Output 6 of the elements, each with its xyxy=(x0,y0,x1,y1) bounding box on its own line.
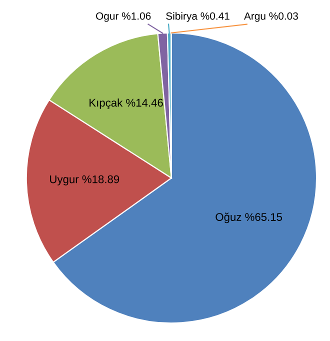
slice-label: Kıpçak %14.46 xyxy=(90,98,163,109)
slice-label: Argu %0.03 xyxy=(244,12,298,22)
slice-label: Oğuz %65.15 xyxy=(216,212,282,224)
slice-label: Uygur %18.89 xyxy=(50,175,120,186)
slice-label: Sibirya %0.41 xyxy=(166,12,230,22)
slice-label: Ogur %1.06 xyxy=(96,12,151,22)
